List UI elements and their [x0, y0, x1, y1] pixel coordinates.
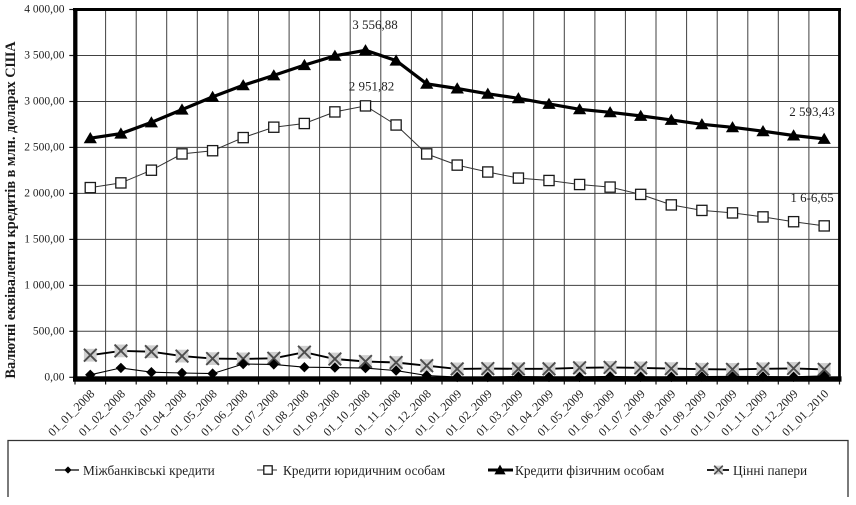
svg-text:3 500,00: 3 500,00 — [24, 50, 65, 62]
svg-text:1 6-6,65: 1 6-6,65 — [790, 190, 833, 205]
svg-text:4 000,00: 4 000,00 — [24, 4, 65, 16]
svg-text:2 593,43: 2 593,43 — [789, 104, 835, 119]
svg-text:Валютні еквіваленти кредитів в: Валютні еквіваленти кредитів в млн. дола… — [3, 41, 19, 379]
svg-text:500,00: 500,00 — [33, 326, 65, 338]
svg-text:2 000,00: 2 000,00 — [24, 188, 65, 200]
svg-text:2 951,82: 2 951,82 — [349, 79, 395, 94]
svg-text:Цінні папери: Цінні папери — [733, 463, 807, 478]
svg-text:1 500,00: 1 500,00 — [24, 234, 65, 246]
svg-text:3 000,00: 3 000,00 — [24, 96, 65, 108]
svg-text:Кредити фізичним особам: Кредити фізичним особам — [515, 463, 665, 478]
svg-text:Міжбанківські кредити: Міжбанківські кредити — [83, 463, 215, 478]
svg-text:0,00: 0,00 — [44, 372, 64, 384]
svg-text:Кредити юридичним особам: Кредити юридичним особам — [283, 463, 446, 478]
svg-text:1 000,00: 1 000,00 — [24, 280, 65, 292]
svg-text:3 556,88: 3 556,88 — [352, 17, 398, 32]
svg-text:2 500,00: 2 500,00 — [24, 142, 65, 154]
